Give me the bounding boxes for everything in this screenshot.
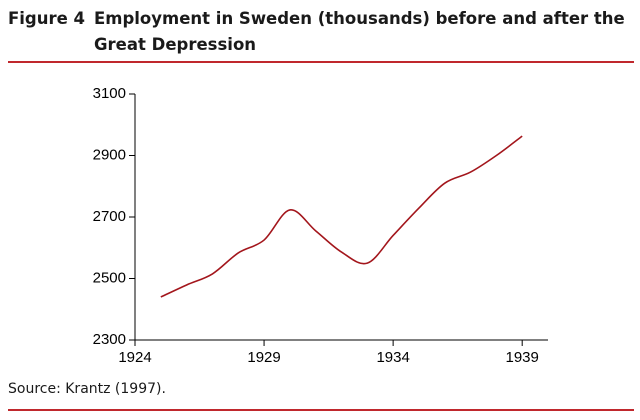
y-tick-label: 2900: [93, 146, 126, 163]
x-tick-label: 1939: [506, 349, 539, 366]
x-tick-label: 1929: [247, 349, 280, 366]
y-tick-label: 2700: [93, 208, 126, 225]
source-note: Source: Krantz (1997).: [8, 381, 166, 397]
x-tick-label: 1934: [376, 349, 409, 366]
figure-label: Figure 4: [8, 9, 86, 28]
data-line: [160, 135, 523, 298]
header: Figure 4 Employment in Sweden (thousands…: [8, 6, 636, 58]
y-tick-label: 2300: [93, 331, 126, 348]
y-tick-label: 3100: [93, 85, 126, 102]
footer-rule: [8, 409, 634, 411]
y-tick-label: 2500: [93, 269, 126, 286]
x-tick-label: 1924: [118, 349, 151, 366]
header-rule: [8, 61, 634, 63]
chart-title: Employment in Sweden (thousands) before …: [94, 9, 625, 54]
